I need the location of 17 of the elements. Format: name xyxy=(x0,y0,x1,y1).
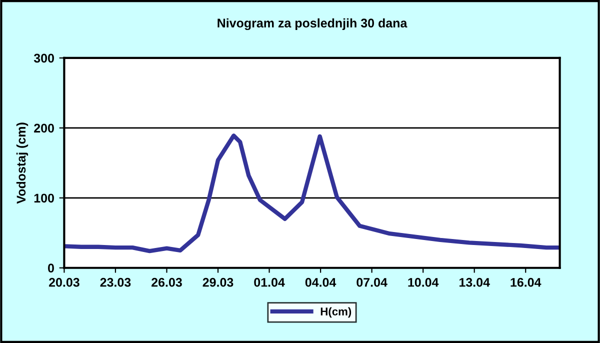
chart-title: Nivogram za poslednjih 30 dana xyxy=(218,18,408,30)
y-tick-label: 0 xyxy=(48,264,54,273)
y-tick-label: 300 xyxy=(34,54,54,63)
x-tick-label: 07.04 xyxy=(356,278,388,287)
x-tick-label: 01.04 xyxy=(254,278,285,287)
x-tick-label: 29.03 xyxy=(202,278,234,287)
y-tick-label: 100 xyxy=(34,194,54,203)
x-tick-label: 23.03 xyxy=(100,278,131,287)
y-tick-label: 200 xyxy=(34,124,54,133)
x-tick-label: 26.03 xyxy=(152,278,182,287)
x-tick-label: 04.04 xyxy=(305,278,336,287)
x-tick-label: 16.04 xyxy=(510,278,542,287)
y-axis-title: Vodostaj (cm) xyxy=(16,122,28,204)
legend-label: H(cm) xyxy=(320,307,352,318)
x-tick-label: 10.04 xyxy=(408,278,439,287)
x-tick-label: 20.03 xyxy=(48,278,80,287)
x-tick-label: 13.04 xyxy=(460,278,490,287)
